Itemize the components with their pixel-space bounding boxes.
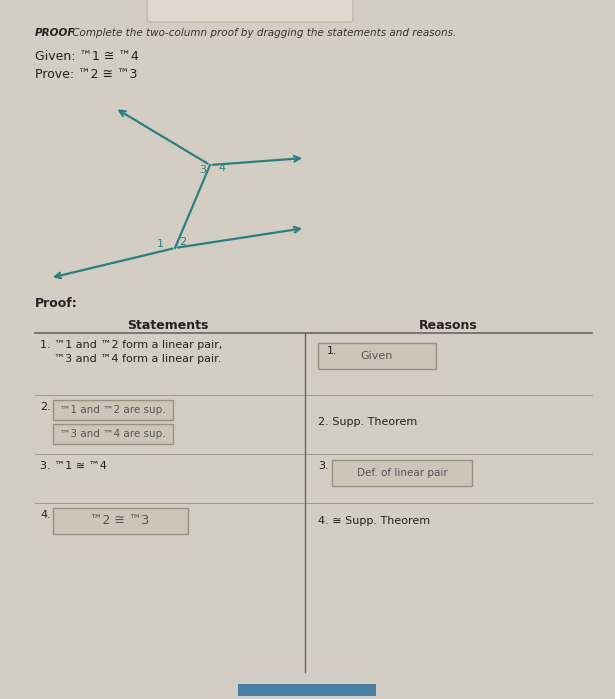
Text: Given: Given (361, 351, 393, 361)
Text: 4.: 4. (40, 510, 51, 520)
Text: ™3 and ™4 form a linear pair.: ™3 and ™4 form a linear pair. (40, 354, 221, 364)
Text: 4: 4 (218, 163, 226, 173)
Text: 1.: 1. (327, 346, 338, 356)
Text: Given: ™1 ≅ ™4: Given: ™1 ≅ ™4 (35, 50, 139, 63)
FancyBboxPatch shape (147, 0, 353, 22)
Text: PROOF: PROOF (35, 28, 76, 38)
Text: 3. ™1 ≅ ™4: 3. ™1 ≅ ™4 (40, 461, 107, 471)
Text: ™3 and ™4 are sup.: ™3 and ™4 are sup. (60, 429, 166, 439)
Text: Reasons: Reasons (419, 319, 477, 332)
Text: Complete the two-column proof by dragging the statements and reasons.: Complete the two-column proof by draggin… (69, 28, 456, 38)
Text: 2.: 2. (40, 402, 51, 412)
Text: Prove: ™2 ≅ ™3: Prove: ™2 ≅ ™3 (35, 68, 137, 81)
FancyBboxPatch shape (332, 460, 472, 486)
Text: ™1 and ™2 are sup.: ™1 and ™2 are sup. (60, 405, 166, 415)
Text: 2: 2 (180, 237, 186, 247)
FancyBboxPatch shape (53, 508, 188, 534)
Text: 3.: 3. (318, 461, 328, 471)
FancyBboxPatch shape (53, 400, 173, 420)
Text: 1: 1 (156, 239, 164, 249)
Text: Def. of linear pair: Def. of linear pair (357, 468, 447, 478)
Text: 4. ≅ Supp. Theorem: 4. ≅ Supp. Theorem (318, 516, 430, 526)
Text: Proof:: Proof: (35, 297, 77, 310)
Text: ™2 ≅ ™3: ™2 ≅ ™3 (90, 514, 149, 528)
FancyBboxPatch shape (318, 343, 436, 369)
Text: Statements: Statements (127, 319, 208, 332)
FancyBboxPatch shape (238, 684, 376, 696)
FancyBboxPatch shape (53, 424, 173, 444)
Text: 3: 3 (199, 165, 207, 175)
Text: 2. Supp. Theorem: 2. Supp. Theorem (318, 417, 417, 427)
Text: 1. ™1 and ™2 form a linear pair,: 1. ™1 and ™2 form a linear pair, (40, 340, 223, 350)
